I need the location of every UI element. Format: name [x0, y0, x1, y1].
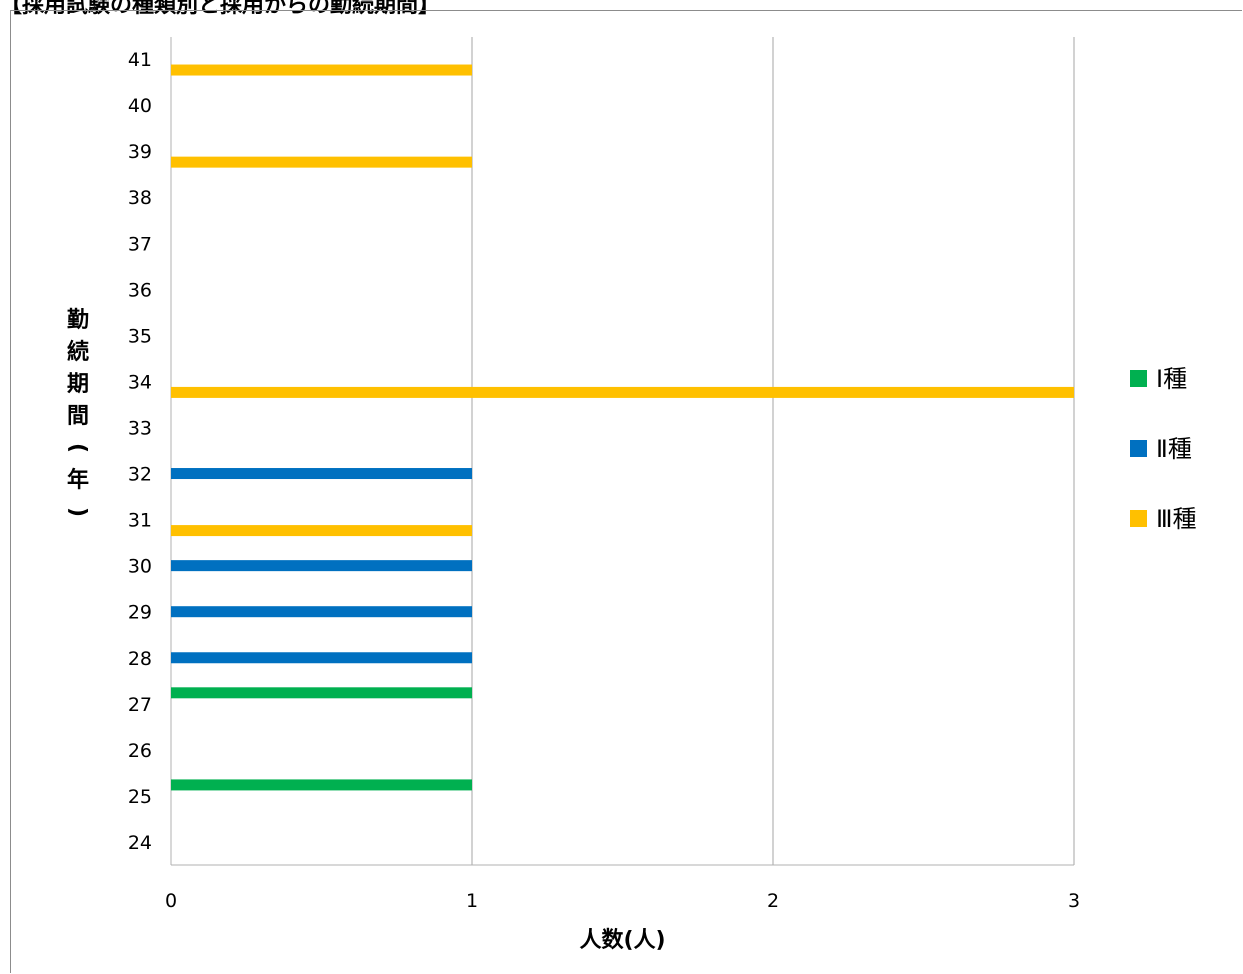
x-tick-label: 2	[767, 890, 779, 912]
y-tick-label: 25	[128, 786, 152, 808]
bar-3-34	[171, 386, 1074, 398]
y-tick-label: 41	[128, 49, 152, 71]
bar-2-30	[171, 560, 472, 572]
legend-swatch-1	[1130, 370, 1147, 387]
legend: Ⅰ種 Ⅱ種 Ⅲ種	[1130, 365, 1197, 533]
bar-2-28	[171, 652, 472, 664]
x-axis-title: 人数(人)	[579, 927, 665, 953]
y-tick-label: 24	[128, 832, 152, 854]
legend-label-3: Ⅲ種	[1156, 505, 1197, 533]
y-tick-label: 32	[128, 464, 152, 486]
y-tick-label: 37	[128, 233, 152, 255]
bar-3-39	[171, 156, 472, 168]
x-tick-label: 0	[165, 890, 177, 912]
y-tick-label: 36	[128, 279, 152, 301]
y-axis-title-char: 期	[67, 372, 89, 397]
y-tick-label: 34	[128, 371, 152, 393]
bar-3-41	[171, 64, 472, 76]
y-tick-label: 26	[128, 740, 152, 762]
bar-3-31	[171, 525, 472, 537]
y-axis-title-char: 間	[67, 404, 89, 429]
legend-swatch-3	[1130, 510, 1147, 527]
y-tick-label: 35	[128, 325, 152, 347]
y-axis-title-char: 勤	[67, 307, 89, 333]
grid-layer	[170, 37, 1075, 866]
y-tick-label: 38	[128, 187, 152, 209]
y-axis-title-char: (	[65, 443, 90, 453]
bar-1-27	[171, 687, 472, 699]
tick-layer: 24 25 26 27 28 29 30 31 32 33 34 35 36 37 38 39 40 41 0 1 2 3	[128, 49, 1080, 912]
chart-frame	[10, 10, 1242, 973]
y-tick-label: 39	[128, 141, 152, 163]
y-tick-label: 28	[128, 648, 152, 670]
y-axis-title-char: 続	[67, 339, 89, 365]
chart-header-title: 【採用試験の種類別と採用からの勤続期間】	[0, 0, 441, 18]
bar-1-25	[171, 779, 472, 791]
legend-label-2: Ⅱ種	[1156, 435, 1192, 463]
y-axis-title-char: )	[65, 507, 90, 517]
x-tick-label: 1	[466, 890, 478, 912]
bar-2-29	[171, 606, 472, 618]
bar-layer	[171, 64, 1074, 791]
x-tick-label: 3	[1068, 890, 1080, 912]
legend-label-1: Ⅰ種	[1156, 365, 1187, 393]
y-tick-label: 27	[128, 694, 152, 716]
y-tick-label: 29	[128, 602, 152, 624]
bar-2-32	[171, 468, 472, 480]
y-tick-label: 40	[128, 95, 152, 117]
y-tick-label: 31	[128, 510, 152, 532]
y-axis-title-char: 年	[67, 467, 89, 493]
y-axis-title: 勤続期間 ( 年)	[65, 307, 90, 517]
legend-swatch-2	[1130, 440, 1147, 457]
y-tick-label: 30	[128, 556, 152, 578]
y-tick-label: 33	[128, 417, 152, 439]
